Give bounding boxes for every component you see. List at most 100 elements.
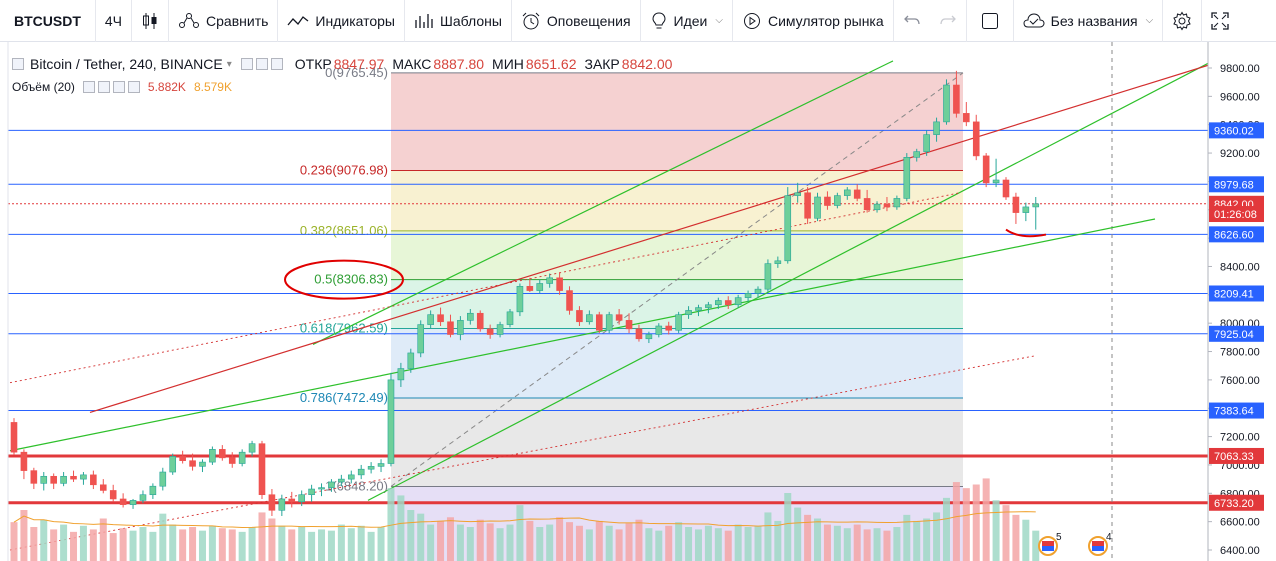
candle-body	[705, 304, 712, 308]
trend-line-red-dotted	[9, 355, 1036, 551]
indicators-button[interactable]: Индикаторы	[278, 0, 405, 42]
volume-bar	[823, 524, 831, 561]
volume-bar	[804, 514, 812, 561]
settings-small-icon[interactable]	[255, 58, 268, 70]
price-label-text: 7925.04	[1214, 329, 1254, 341]
chart-type-button[interactable]	[132, 0, 170, 42]
close-small-icon[interactable]	[270, 58, 283, 70]
volume-bar	[595, 520, 603, 561]
badge-count: 5	[1056, 532, 1062, 543]
badge-count: 4	[1106, 532, 1112, 543]
alerts-button[interactable]: Оповещения	[512, 0, 641, 42]
candle-body	[734, 297, 742, 306]
price-tick-label: 9800.00	[1220, 63, 1260, 75]
fib-zone	[391, 397, 963, 487]
candle-body	[199, 461, 206, 467]
collapse-icon[interactable]	[12, 58, 24, 70]
candle-body	[149, 485, 157, 496]
volume-bar	[327, 530, 335, 561]
legend-title[interactable]: Bitcoin / Tether, 240, BINANCE	[30, 56, 223, 72]
gear-icon	[1173, 11, 1191, 30]
volume-bar	[169, 524, 177, 561]
undo-button[interactable]	[894, 0, 930, 42]
volume-bar	[159, 513, 167, 561]
volume-bar	[347, 528, 355, 561]
candle-body	[427, 314, 434, 325]
replay-button[interactable]: Симулятор рынка	[733, 0, 894, 42]
volume-bar	[397, 495, 405, 561]
low-value: 8651.62	[525, 56, 577, 72]
candle-body	[258, 443, 266, 496]
ideas-button[interactable]: Идеи ⌵	[641, 0, 733, 42]
interval-button[interactable]: 4Ч	[96, 0, 133, 42]
volume-bar	[1012, 514, 1020, 561]
volume-bar	[50, 529, 58, 561]
volume-bar	[466, 527, 474, 561]
redo-icon	[939, 15, 956, 24]
candle-body	[268, 494, 276, 511]
candle-body	[367, 466, 375, 470]
eye-icon[interactable]	[240, 58, 253, 70]
symbol-search-button[interactable]: BTCUSDT	[0, 0, 96, 42]
indicators-icon	[287, 15, 309, 25]
volume-bar	[496, 528, 504, 561]
trend-line-red	[89, 63, 1214, 414]
volume-bar	[437, 520, 445, 561]
volume-bar	[536, 527, 544, 561]
volume-bars	[10, 478, 1040, 561]
candle-body	[566, 290, 573, 311]
fib-zone	[391, 170, 963, 231]
close-label: ЗАКР	[584, 56, 620, 72]
settings-button[interactable]	[1163, 0, 1203, 42]
candle-body	[397, 368, 405, 381]
volume-bar	[893, 527, 901, 561]
chevron-down-icon[interactable]: ▾	[226, 58, 232, 70]
candle-body	[70, 475, 77, 480]
candle-body	[972, 121, 980, 157]
candle-body	[447, 321, 454, 335]
settings-small-icon[interactable]	[97, 81, 110, 93]
volume-bar	[764, 512, 772, 561]
price-label-text: 8979.68	[1214, 179, 1254, 191]
eye-icon[interactable]	[82, 81, 95, 93]
volume-bar	[357, 525, 365, 561]
volume-bar	[456, 524, 464, 561]
price-label-text: 8626.60	[1214, 229, 1254, 241]
compare-button[interactable]: Сравнить	[169, 0, 279, 42]
candle-body	[605, 314, 613, 331]
candle-body	[219, 449, 226, 459]
volume-bar	[675, 522, 683, 561]
volume-bar	[546, 524, 554, 561]
flag-icon	[1042, 541, 1054, 546]
candle-body	[774, 260, 782, 264]
volume-bar	[1022, 519, 1030, 561]
chart-area[interactable]: 0(9765.45) 0.236(9076.98) 0.382(8651.06) 0.…	[0, 42, 1276, 561]
templates-icon	[415, 13, 433, 28]
layout-button[interactable]	[967, 0, 1014, 42]
high-value: 8887.80	[433, 56, 485, 72]
redo-button[interactable]	[930, 0, 967, 42]
more-icon[interactable]	[127, 81, 140, 93]
volume-bar	[218, 528, 226, 561]
candle-body	[853, 189, 861, 199]
volume-bar	[248, 527, 256, 561]
candle-body	[873, 203, 881, 211]
save-layout-button[interactable]: Без названия ⌵	[1014, 0, 1164, 42]
volume-bar	[982, 478, 990, 561]
price-label-tag	[1209, 285, 1264, 302]
volume-title[interactable]: Объём (20)	[12, 80, 75, 94]
fullscreen-button[interactable]	[1202, 0, 1238, 42]
candle-body	[209, 449, 216, 463]
price-label-tag	[1209, 494, 1264, 511]
fib-zone	[391, 72, 963, 171]
volume-bar	[883, 530, 891, 561]
templates-button[interactable]: Шаблоны	[405, 0, 512, 42]
price-chart[interactable]: 0(9765.45) 0.236(9076.98) 0.382(8651.06) 0.…	[0, 42, 1276, 561]
candle-body	[496, 324, 504, 335]
flag-icon	[1092, 546, 1104, 551]
candle-body	[764, 263, 772, 290]
close-small-icon[interactable]	[112, 81, 125, 93]
candle-body	[328, 481, 335, 488]
candle-body	[457, 320, 464, 335]
ideas-label: Идеи	[673, 12, 708, 29]
